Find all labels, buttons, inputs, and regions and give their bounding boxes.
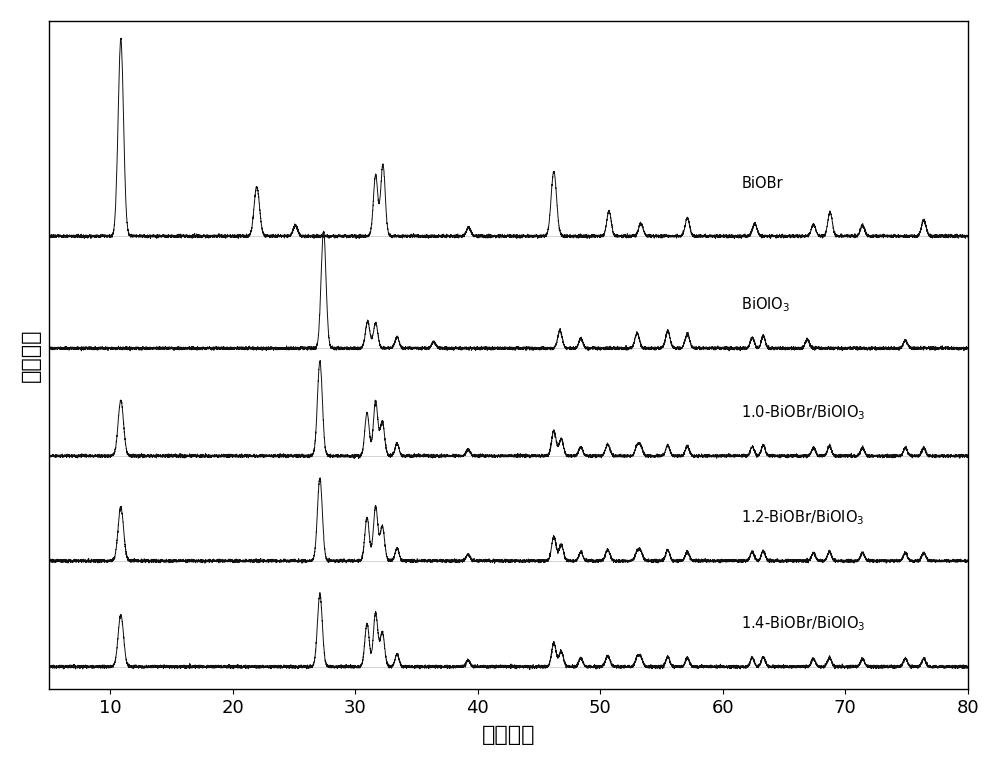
Text: BiOIO$_3$: BiOIO$_3$ [741, 296, 790, 314]
Text: 1.2-BiOBr/BiOIO$_3$: 1.2-BiOBr/BiOIO$_3$ [741, 508, 865, 527]
Text: 1.0-BiOBr/BiOIO$_3$: 1.0-BiOBr/BiOIO$_3$ [741, 403, 866, 422]
X-axis label: 扫描角度: 扫描角度 [482, 725, 535, 745]
Text: 1.4-BiOBr/BiOIO$_3$: 1.4-BiOBr/BiOIO$_3$ [741, 614, 866, 633]
Text: BiOBr: BiOBr [741, 176, 783, 192]
Y-axis label: 衍射强度: 衍射强度 [21, 328, 41, 381]
